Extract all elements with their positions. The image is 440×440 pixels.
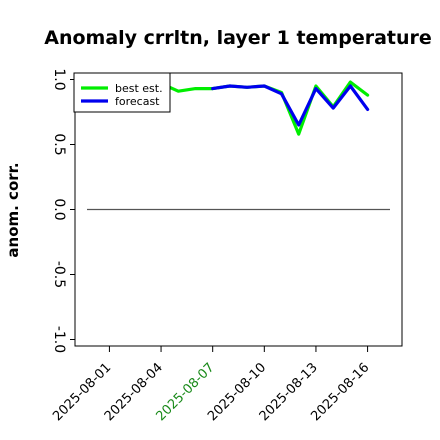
data-point bbox=[211, 87, 214, 90]
data-point bbox=[280, 92, 283, 96]
data-point bbox=[297, 132, 300, 136]
y-tick-label: 1.0 bbox=[51, 68, 67, 90]
data-point bbox=[314, 84, 318, 88]
data-point bbox=[245, 86, 249, 89]
data-point bbox=[366, 108, 369, 111]
data-point bbox=[349, 80, 352, 84]
y-tick-label: -1.0 bbox=[51, 326, 67, 353]
y-axis: -1.0 -0.5 0.0 0.5 1.0 bbox=[51, 68, 75, 353]
y-axis-label: anom. corr. bbox=[4, 162, 22, 257]
data-point bbox=[263, 84, 266, 88]
data-point bbox=[314, 87, 318, 90]
legend-label: forecast bbox=[115, 95, 160, 108]
data-point bbox=[366, 93, 369, 97]
data-point bbox=[349, 84, 352, 88]
legend: best est.forecast bbox=[73, 72, 171, 113]
legend-box bbox=[73, 72, 171, 113]
data-point bbox=[194, 87, 197, 90]
y-tick-label: 0.5 bbox=[51, 133, 67, 155]
data-point bbox=[331, 106, 335, 110]
series-line-forecast bbox=[211, 84, 370, 127]
legend-label: best est. bbox=[115, 82, 163, 95]
data-point bbox=[177, 90, 180, 93]
y-tick-label: -0.5 bbox=[51, 261, 67, 288]
data-point bbox=[228, 84, 232, 88]
data-point bbox=[297, 123, 300, 127]
y-tick-label: 0.0 bbox=[51, 198, 67, 220]
chart-title: Anomaly crrltn, layer 1 temperature bbox=[44, 27, 432, 49]
